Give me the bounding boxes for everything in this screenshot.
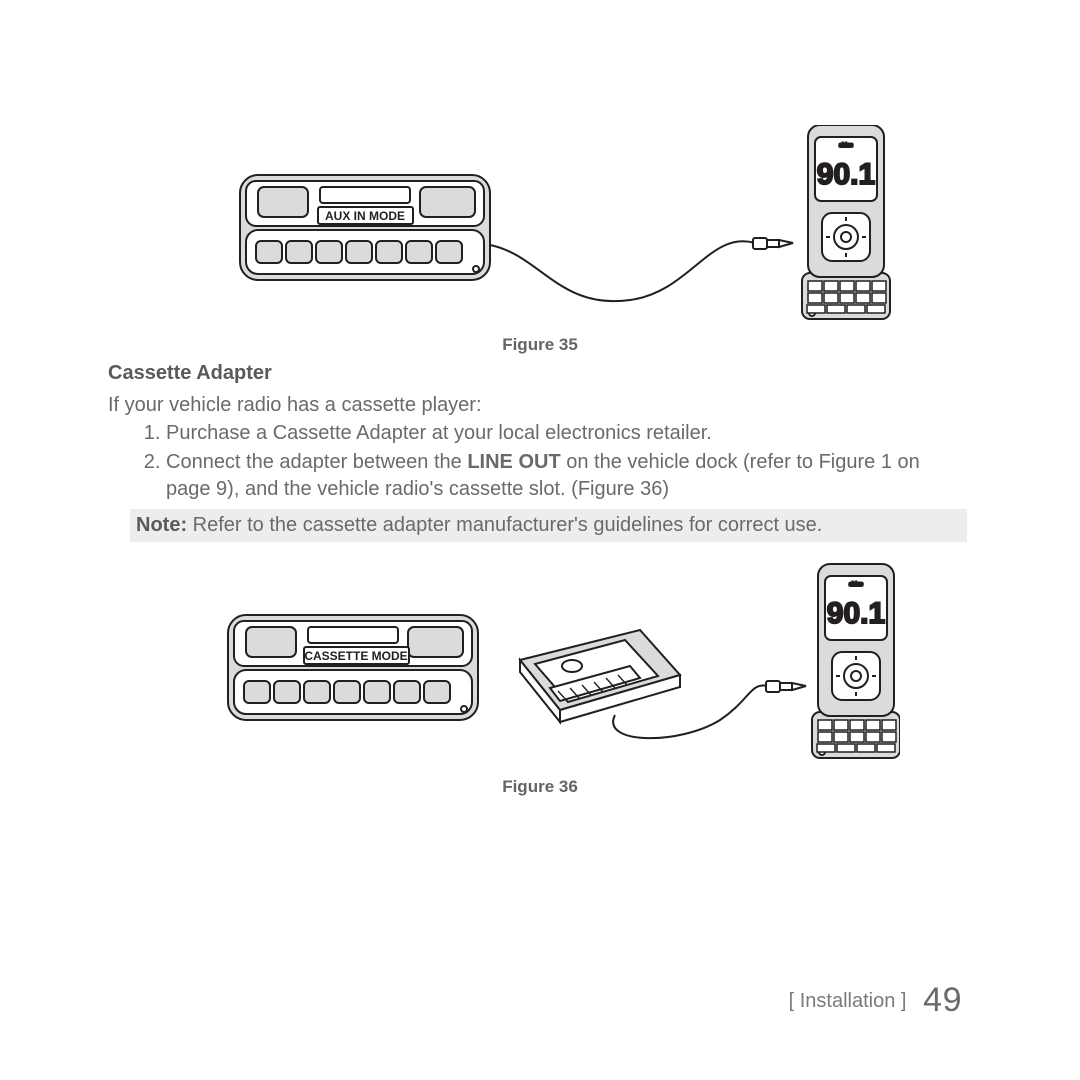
- figure-36: CASSETTE MODE: [220, 560, 900, 770]
- figure-35: AUX IN MODE: [220, 125, 900, 325]
- footer-section: Installation: [800, 990, 896, 1012]
- svg-text:sirius: sirius: [849, 582, 863, 588]
- step-2: Connect the adapter between the LINE OUT…: [166, 449, 967, 503]
- head-unit: [240, 175, 490, 280]
- svg-text:sirius: sirius: [839, 143, 853, 149]
- page-footer: [ Installation ] 49: [789, 981, 962, 1020]
- figure-35-caption: Figure 35: [0, 335, 1080, 355]
- subhead-cassette-adapter: Cassette Adapter: [108, 362, 272, 385]
- steps-block: Purchase a Cassette Adapter at your loca…: [132, 420, 967, 542]
- dock-device: sirius 90.1: [812, 564, 900, 758]
- page-number: 49: [923, 981, 962, 1019]
- step-1: Purchase a Cassette Adapter at your loca…: [166, 420, 967, 447]
- radio-mode-label: AUX IN MODE: [325, 209, 405, 223]
- device-display: 90.1: [817, 158, 875, 191]
- head-unit: [228, 615, 478, 720]
- device-display: 90.1: [827, 597, 885, 630]
- aux-cable: [490, 238, 793, 301]
- radio-mode-label: CASSETTE MODE: [304, 649, 407, 663]
- cassette-tape: [520, 630, 680, 722]
- note-box: Note: Refer to the cassette adapter manu…: [130, 509, 967, 542]
- figure-36-caption: Figure 36: [0, 777, 1080, 797]
- steps-list: Purchase a Cassette Adapter at your loca…: [132, 420, 967, 503]
- figure-35-svg: AUX IN MODE: [220, 125, 900, 325]
- intro-text: If your vehicle radio has a cassette pla…: [108, 392, 968, 419]
- page: AUX IN MODE: [0, 0, 1080, 1080]
- dock-device: sirius 90.1: [802, 125, 890, 319]
- figure-36-svg: CASSETTE MODE: [220, 560, 900, 770]
